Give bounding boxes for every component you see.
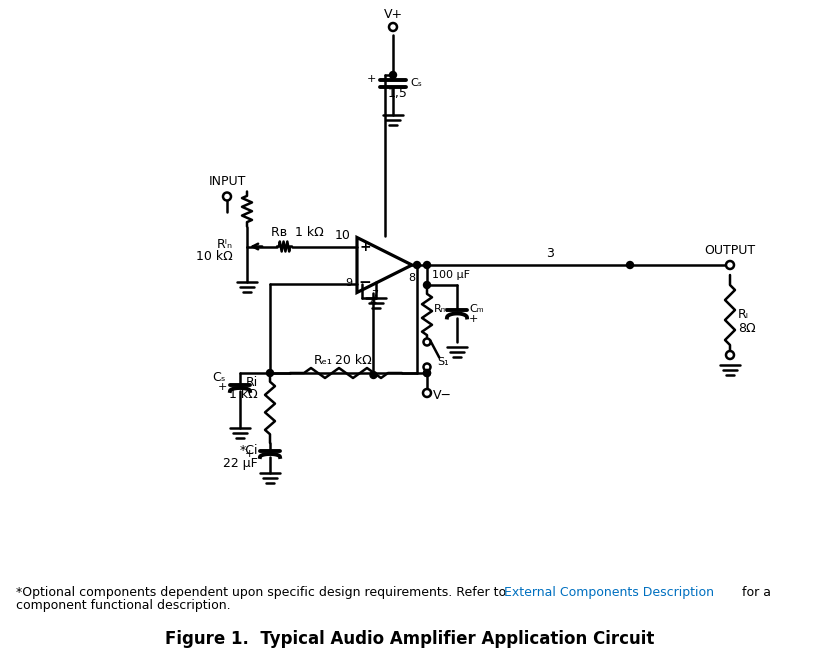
Text: +: + xyxy=(366,74,376,84)
Text: External Components Description: External Components Description xyxy=(504,586,713,599)
Text: Figure 1.  Typical Audio Amplifier Application Circuit: Figure 1. Typical Audio Amplifier Applic… xyxy=(165,631,654,648)
Text: *Optional components dependent upon specific design requirements. Refer to: *Optional components dependent upon spec… xyxy=(16,586,510,599)
Text: 8: 8 xyxy=(407,273,414,283)
Text: *Ci: *Ci xyxy=(239,445,258,457)
Text: 100 μF: 100 μF xyxy=(432,270,469,280)
Circle shape xyxy=(369,371,377,379)
Text: OUTPUT: OUTPUT xyxy=(704,244,754,257)
Text: V−: V− xyxy=(432,390,451,403)
Text: for a: for a xyxy=(737,586,770,599)
Text: +: + xyxy=(244,449,254,459)
Text: 3: 3 xyxy=(545,247,554,260)
Text: 9: 9 xyxy=(345,278,351,288)
Circle shape xyxy=(266,369,274,377)
Text: +: + xyxy=(468,314,477,324)
Circle shape xyxy=(423,369,430,377)
Text: V+: V+ xyxy=(383,8,402,21)
Circle shape xyxy=(423,364,430,371)
Text: Cₛ: Cₛ xyxy=(410,78,421,88)
Text: Cₘ: Cₘ xyxy=(468,305,483,314)
Circle shape xyxy=(423,389,431,397)
Text: −: − xyxy=(358,275,371,290)
Circle shape xyxy=(725,261,733,269)
Circle shape xyxy=(423,339,430,345)
Text: Rₘ: Rₘ xyxy=(433,305,448,314)
Text: Rₑ₁: Rₑ₁ xyxy=(314,354,333,367)
Text: component functional description.: component functional description. xyxy=(16,599,231,612)
Text: 10 kΩ: 10 kΩ xyxy=(196,250,233,263)
Text: Rʙ  1 kΩ: Rʙ 1 kΩ xyxy=(270,227,323,240)
Text: 4: 4 xyxy=(369,297,377,307)
Circle shape xyxy=(389,71,396,79)
Text: 1,5: 1,5 xyxy=(387,87,407,100)
Text: 22 μF: 22 μF xyxy=(223,457,258,470)
Text: 10: 10 xyxy=(335,229,351,242)
Text: 1 kΩ: 1 kΩ xyxy=(229,388,258,402)
Circle shape xyxy=(223,193,231,200)
Text: Cₛ: Cₛ xyxy=(212,371,226,384)
Text: Rₗ: Rₗ xyxy=(737,309,748,322)
Text: 7: 7 xyxy=(371,291,378,301)
Text: INPUT: INPUT xyxy=(208,176,246,189)
Circle shape xyxy=(725,351,733,359)
Text: 20 kΩ: 20 kΩ xyxy=(335,354,372,367)
Text: Ri: Ri xyxy=(246,377,258,390)
Text: 8Ω: 8Ω xyxy=(737,322,754,335)
Circle shape xyxy=(423,261,430,269)
Circle shape xyxy=(388,23,396,31)
Text: +: + xyxy=(217,382,227,392)
Circle shape xyxy=(423,369,430,377)
Text: Rᴵₙ: Rᴵₙ xyxy=(217,238,233,251)
Circle shape xyxy=(423,282,430,288)
Circle shape xyxy=(413,261,420,269)
Text: +: + xyxy=(359,240,370,255)
Circle shape xyxy=(626,261,633,269)
Text: S₁: S₁ xyxy=(437,357,448,367)
